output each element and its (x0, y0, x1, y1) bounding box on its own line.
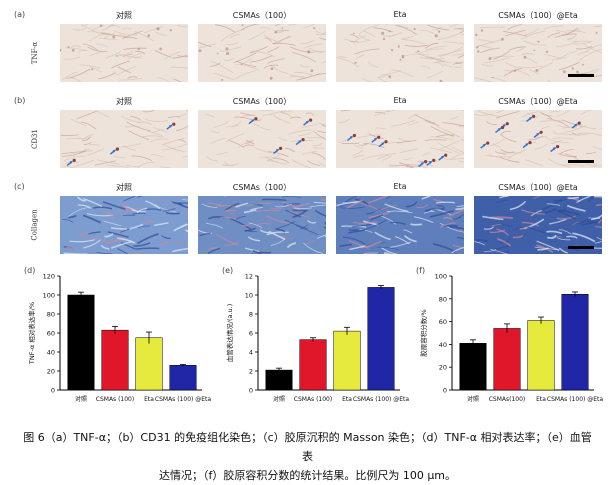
micrograph-cd31-3 (474, 110, 602, 168)
micrograph-tnf-2 (336, 24, 464, 82)
x-tick-label-2: Eta (144, 396, 154, 403)
chart-collagen-volume: (f) 0 20 40 60 80 100 胶原容积分数/% 对照 CSMAs(100) Eta CS… (416, 266, 603, 403)
micrograph-collagen-2 (336, 196, 464, 254)
panel-letter-c: (c) (14, 182, 25, 191)
micrograph-collagen-0 (60, 196, 188, 254)
col-title-b-1: CSMAs（100） (232, 97, 292, 106)
y-tick-label: 60 (47, 330, 55, 338)
micrograph-collagen-3 (474, 196, 602, 254)
y-tick-label: 0 (443, 387, 447, 395)
row-title-cd31: CD31 (30, 129, 39, 149)
col-title-c-2: Eta (393, 182, 407, 191)
figure: (a) (b) (c) 对照 CSMAs（100） Eta CSMAs（100）… (14, 10, 603, 482)
y-tick-label: 120 (43, 273, 55, 281)
panel-letter-f: (f) (416, 266, 425, 275)
figure-caption: 图 6（a）TNF-α；（b）CD31 的免疫组化染色；（c）胶原沉积的 Mas… (20, 428, 595, 485)
x-tick-label-3: CSMAs (100) @Eta (353, 396, 409, 403)
panel-letter-e: (e) (222, 266, 233, 275)
bar-0 (67, 294, 95, 391)
caption-line-1: 图 6（a）TNF-α；（b）CD31 的免疫组化染色；（c）胶原沉积的 Mas… (23, 431, 592, 463)
y-tick-label: 60 (439, 318, 447, 326)
bar-1 (101, 329, 129, 391)
micrograph-tnf-3 (474, 24, 602, 82)
y-tick-label: 10 (245, 292, 253, 300)
bar-0 (459, 343, 487, 391)
panel-letter-d: (d) (24, 266, 35, 275)
scale-bar-a (568, 74, 594, 77)
x-tick-label-1: CSMAs (100) (96, 396, 134, 403)
panel-letter-b: (b) (14, 96, 26, 105)
col-title-a-3: CSMAs（100）@Eta (498, 11, 578, 20)
micrograph-cd31-1 (198, 110, 326, 168)
scale-bar-b (568, 160, 594, 163)
y-tick-label: 20 (439, 364, 447, 372)
x-tick-label-3: CSMAs (100) @Eta (547, 396, 603, 403)
y-tick-label: 40 (47, 349, 55, 357)
y-axis-label: 胶原容积分数/% (419, 309, 428, 356)
x-tick-label-1: CSMAs (100) (294, 396, 332, 403)
col-title-c-3: CSMAs（100）@Eta (498, 183, 578, 192)
col-title-b-2: Eta (393, 96, 407, 105)
col-title-b-0: 对照 (116, 97, 132, 106)
y-axis-label: TNF-α 相对表达率/% (27, 302, 36, 365)
y-tick-label: 20 (47, 368, 55, 376)
micrograph-cd31-0 (60, 110, 188, 168)
col-title-a-2: Eta (393, 10, 407, 19)
bar-3 (561, 293, 589, 391)
y-tick-label: 0 (51, 387, 55, 395)
bar-1 (299, 339, 327, 391)
row-title-collagen: Collagen (31, 209, 40, 241)
col-title-c-0: 对照 (116, 183, 132, 192)
y-tick-label: 6 (249, 330, 253, 338)
col-title-a-1: CSMAs（100） (232, 11, 292, 20)
micrograph-tnf-0 (60, 24, 188, 82)
y-tick-label: 40 (439, 341, 447, 349)
y-tick-label: 80 (47, 311, 55, 319)
col-title-c-1: CSMAs（100） (232, 183, 292, 192)
micrograph-collagen-1 (198, 196, 326, 254)
y-tick-label: 100 (435, 273, 447, 281)
x-tick-label-0: 对照 (75, 395, 87, 403)
bar-3 (367, 287, 395, 391)
x-tick-label-1: CSMAs(100) (489, 396, 526, 403)
bar-1 (493, 328, 521, 391)
bar-3 (169, 365, 197, 391)
y-tick-label: 80 (439, 295, 447, 303)
col-title-a-0: 对照 (116, 11, 132, 20)
y-tick-label: 100 (43, 292, 55, 300)
y-tick-label: 2 (249, 368, 253, 376)
row-title-tnf: TNF-α (31, 41, 39, 65)
bar-2 (135, 337, 163, 391)
x-tick-label-2: Eta (536, 396, 546, 403)
scale-bar-c (568, 246, 594, 249)
bar-0 (265, 369, 293, 391)
y-tick-label: 12 (245, 273, 253, 281)
x-tick-label-2: Eta (342, 396, 352, 403)
x-tick-label-3: CSMAs (100) @Eta (155, 396, 211, 403)
chart-tnf-expression: (d) 0 20 40 60 80 100 120 TNF-α 相对表达率/% 对照 CSMAs (… (24, 266, 211, 403)
col-title-b-3: CSMAs（100）@Eta (498, 97, 578, 106)
bar-2 (333, 330, 361, 391)
micrograph-cd31-2 (336, 110, 464, 168)
y-axis-label: 血管表达情况/(a.u.) (225, 304, 234, 363)
y-tick-label: 8 (249, 311, 253, 319)
bar-2 (527, 320, 555, 391)
x-tick-label-0: 对照 (467, 395, 479, 403)
chart-vessel-expression: (e) 0 2 4 6 8 10 12 血管表达情况/(a.u.) 对照 CSMAs (100) Et… (222, 266, 409, 403)
caption-line-2: 达情况；（f）胶原容积分数的统计结果。比例尺为 100 μm。 (158, 469, 457, 482)
y-tick-label: 0 (249, 387, 253, 395)
x-tick-label-0: 对照 (273, 395, 285, 403)
micrograph-tnf-1 (198, 24, 326, 82)
y-tick-label: 4 (249, 349, 253, 357)
panel-letter-a: (a) (14, 10, 26, 19)
